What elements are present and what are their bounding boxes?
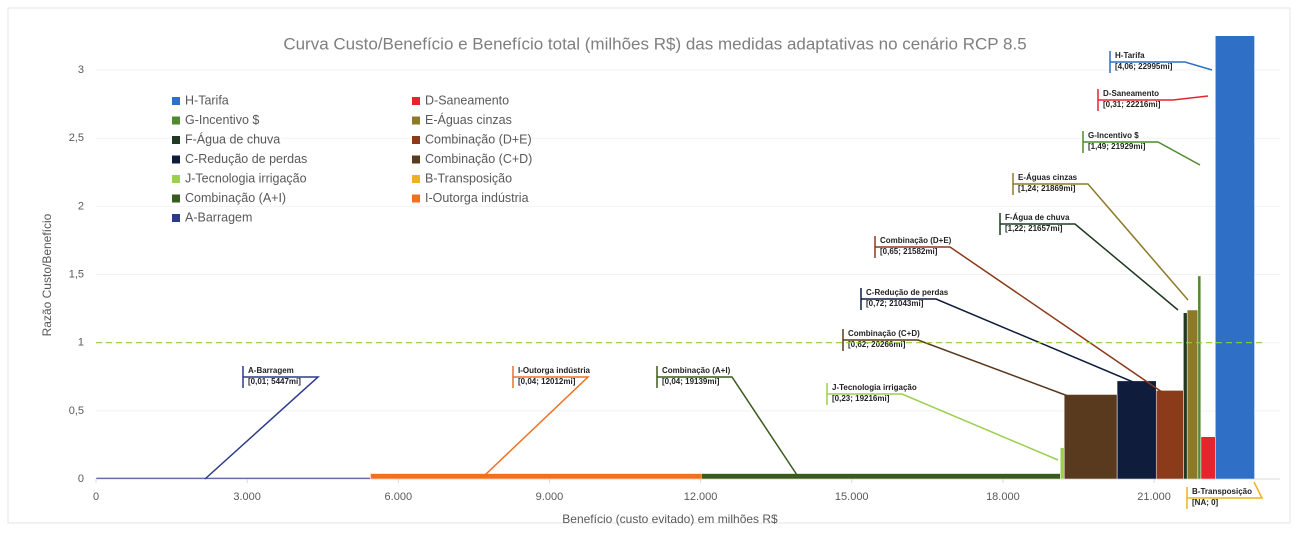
- callout-line: [875, 246, 1163, 393]
- callout-name: C-Redução de perdas: [866, 288, 949, 297]
- y-tick-label: 2: [78, 200, 84, 212]
- bar: [1063, 394, 1118, 479]
- chart-title: Curva Custo/Benefício e Benefício total …: [283, 34, 1026, 53]
- bar: [370, 473, 702, 479]
- legend-label: G-Incentivo $: [185, 113, 259, 127]
- callout-value: [1,24; 21869mi]: [1018, 184, 1076, 193]
- x-tick-label: 15.000: [835, 491, 869, 503]
- x-tick-label: 0: [93, 491, 99, 503]
- legend-swatch: [412, 116, 420, 125]
- legend-swatch: [412, 194, 420, 203]
- callout-value: [0,65; 21582mi]: [880, 247, 938, 256]
- y-axis-label: Razão Custo/Benefício: [40, 213, 54, 336]
- callout-name: Combinação (D+E): [880, 236, 952, 245]
- bar: [96, 477, 371, 479]
- legend-swatch: [172, 97, 180, 105]
- callout-line: [1083, 141, 1201, 166]
- callout-value: [0,31; 22216mi]: [1103, 100, 1161, 109]
- legend-label: Combinação (D+E): [425, 132, 532, 146]
- legend-swatch: [172, 194, 180, 203]
- legend-label: F-Água de chuva: [185, 131, 280, 146]
- x-tick-label: 6.000: [385, 491, 413, 503]
- y-tick-label: 1,5: [69, 268, 84, 280]
- callout-line: [1013, 183, 1189, 301]
- callout-name: G-Incentivo $: [1088, 131, 1139, 140]
- bars: [96, 36, 1255, 479]
- callout-value: [0,04; 12012mi]: [518, 377, 576, 386]
- y-tick-label: 0: [78, 473, 84, 485]
- bar: [1183, 312, 1188, 479]
- callout-value: [0,72; 21043mi]: [866, 299, 924, 308]
- legend-swatch: [172, 116, 180, 125]
- bar: [1060, 447, 1065, 479]
- legend-swatch: [412, 97, 420, 105]
- legend-label: J-Tecnologia irrigação: [185, 171, 307, 185]
- callout-value: [0,62; 20266mi]: [848, 340, 906, 349]
- callout-value: [0,01; 5447mi]: [248, 377, 301, 386]
- callout-name: J-Tecnologia irrigação: [832, 383, 917, 392]
- legend-swatch: [172, 214, 180, 222]
- legend-swatch: [412, 136, 420, 144]
- callout-name: F-Água de chuva: [1005, 213, 1070, 222]
- legend-label: H-Tarifa: [185, 93, 229, 107]
- callout-value: [NA; 0]: [1192, 498, 1219, 507]
- callout-value: [0,04; 19139mi]: [662, 377, 720, 386]
- x-tick-label: 9.000: [536, 491, 564, 503]
- x-tick-label: 18.000: [986, 491, 1020, 503]
- callout-value: [1,49; 21929mi]: [1088, 142, 1146, 151]
- callout-value: [4,06; 22995mi]: [1115, 62, 1173, 71]
- callout-line: [1000, 223, 1179, 311]
- callout-line: [827, 393, 1059, 461]
- legend-swatch: [172, 155, 180, 164]
- callout-line: [1187, 481, 1264, 499]
- bar: [1116, 380, 1157, 479]
- legend-swatch: [172, 175, 180, 183]
- callout-line: [1110, 61, 1213, 71]
- x-tick-label: 21.000: [1137, 491, 1171, 503]
- callout-value: [0,23; 19216mi]: [832, 394, 890, 403]
- callout-name: A-Barragem: [248, 366, 294, 375]
- legend-label: I-Outorga indústria: [425, 191, 529, 205]
- legend-label: E-Águas cinzas: [425, 112, 512, 127]
- bar: [1197, 275, 1202, 479]
- y-tick-label: 3: [78, 64, 84, 76]
- legend-label: C-Redução de perdas: [185, 152, 307, 166]
- legend-swatch: [412, 175, 420, 183]
- callout-line: [861, 298, 1134, 383]
- x-tick-label: 3.000: [233, 491, 261, 503]
- callout-line: [204, 376, 320, 480]
- callout-name: H-Tarifa: [1115, 51, 1145, 60]
- callout-line: [1098, 95, 1209, 101]
- bar: [1186, 309, 1199, 479]
- y-tick-label: 0,5: [69, 405, 84, 417]
- legend-label: A-Barragem: [185, 210, 252, 224]
- callout-line: [843, 339, 1069, 397]
- x-tick-label: 12.000: [684, 491, 718, 503]
- y-tick-label: 1: [78, 337, 84, 349]
- bar: [1155, 390, 1184, 479]
- bar: [1215, 36, 1255, 479]
- y-tick-label: 2,5: [69, 132, 84, 144]
- callout-name: I-Outorga indústria: [518, 366, 591, 375]
- legend-label: Combinação (C+D): [425, 152, 532, 166]
- bar: [1200, 436, 1216, 479]
- legend-swatch: [172, 136, 180, 144]
- callout-name: E-Águas cinzas: [1018, 173, 1078, 182]
- callout-name: Combinação (A+I): [662, 366, 731, 375]
- x-axis-label: Benefício (custo evitado) em milhões R$: [562, 512, 778, 526]
- callout-value: [1,22; 21657mi]: [1005, 224, 1063, 233]
- callout-name: B-Transposição: [1192, 487, 1252, 496]
- callout-line: [484, 376, 590, 476]
- callout-name: D-Saneamento: [1103, 89, 1159, 98]
- legend-label: B-Transposição: [425, 171, 512, 185]
- callout-name: Combinação (C+D): [848, 329, 920, 338]
- legend-label: D-Saneamento: [425, 93, 509, 107]
- bar: [700, 473, 1061, 479]
- callout-line: [657, 376, 798, 476]
- legend-swatch: [412, 155, 420, 164]
- legend-label: Combinação (A+I): [185, 191, 286, 205]
